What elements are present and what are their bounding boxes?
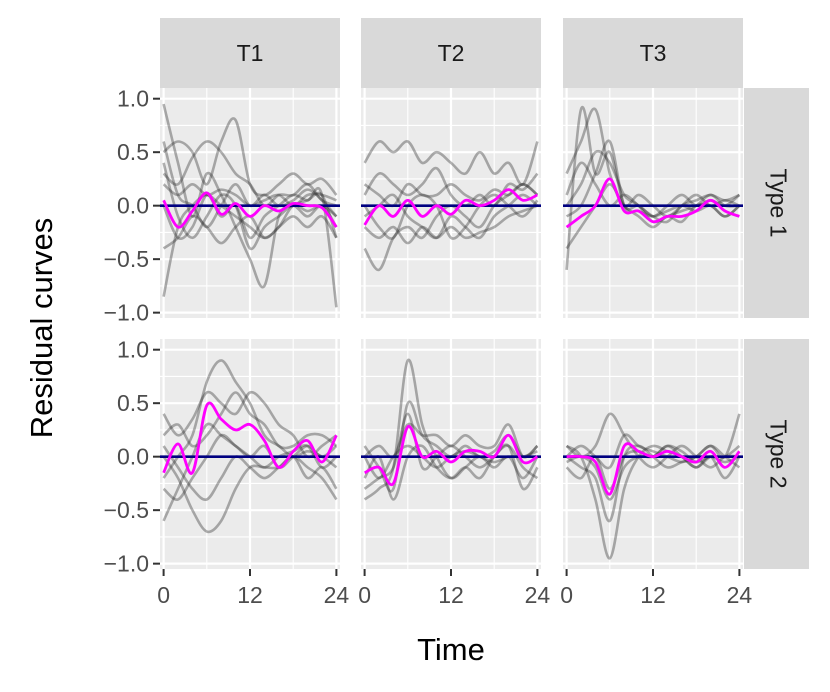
strip-type-1: Type 1: [744, 88, 809, 318]
panel-type-1-t3: [563, 88, 743, 318]
residual-curve: [363, 166, 539, 208]
residual-curve: [363, 140, 539, 186]
y-tick-label: 0.5: [117, 390, 149, 416]
x-tick-label: 24: [727, 582, 753, 608]
y-tick-label: 1.0: [117, 86, 149, 112]
y-tick-label: 1.0: [117, 337, 149, 363]
y-axis-title: Residual curves: [24, 218, 59, 439]
mean-curve: [162, 191, 338, 229]
strip-t3: T3: [563, 18, 743, 88]
x-tick-label: 0: [560, 582, 573, 608]
x-tick-label: 12: [438, 582, 464, 608]
residual-curve: [363, 412, 539, 491]
residual-curve: [162, 103, 338, 289]
series-lines: [361, 358, 541, 501]
mean-curve: [566, 442, 741, 496]
residual-curve: [162, 140, 337, 208]
strip-background: [160, 18, 340, 88]
residual-curve: [162, 162, 338, 251]
x-tick-label: 24: [525, 582, 551, 608]
strip-label: T3: [640, 40, 667, 66]
residual-curve: [162, 445, 338, 502]
residual-curve: [565, 161, 740, 224]
series-lines: [563, 105, 743, 270]
strip-label: T1: [237, 40, 264, 66]
residual-curve: [162, 455, 338, 534]
y-tick-label: 0.5: [117, 139, 149, 165]
strip-label: T2: [438, 40, 465, 66]
series-lines: [160, 103, 340, 308]
residual-curve: [162, 359, 338, 479]
residual-curve: [363, 204, 538, 245]
strip-label: Type 1: [765, 168, 791, 237]
strip-label: Type 2: [765, 419, 791, 488]
axes: −1.0 −0.5 0.0 0.5 1.0 −1.0 −0.5 0.0 0.5 1.0 0 12 24 0…: [104, 86, 753, 608]
residual-curve: [162, 186, 338, 308]
x-tick-label: 0: [358, 582, 371, 608]
x-tick-label: 12: [640, 582, 666, 608]
facet-strips: T1 T2 T3 Type 1 Type 2: [160, 18, 809, 569]
strip-background: [361, 18, 541, 88]
residual-curve: [162, 391, 338, 450]
mean-curve: [565, 177, 740, 229]
panel-type-2-t2: [361, 339, 541, 569]
strip-t2: T2: [361, 18, 541, 88]
facet-panels: [160, 88, 743, 569]
strip-background: [744, 88, 809, 318]
strip-t1: T1: [160, 18, 340, 88]
series-lines: [361, 140, 541, 272]
mean-curve: [363, 188, 538, 226]
y-tick-label: −1.0: [104, 551, 149, 577]
strip-type-2: Type 2: [744, 339, 809, 569]
residual-curve: [565, 412, 740, 469]
x-tick-label: 0: [157, 582, 170, 608]
panel-type-2-t1: [160, 339, 340, 569]
panel-type-1-t2: [361, 88, 541, 318]
x-tick-label: 24: [324, 582, 350, 608]
residual-curve: [363, 444, 539, 501]
mean-curve: [162, 401, 338, 475]
y-tick-label: −0.5: [104, 497, 149, 523]
mean-curve: [363, 425, 539, 487]
x-tick-label: 12: [237, 582, 263, 608]
y-tick-label: −1.0: [104, 300, 149, 326]
series-lines: [160, 359, 340, 534]
residual-curve: [162, 117, 338, 197]
panel-type-2-t3: [563, 339, 743, 569]
panel-type-1-t1: [160, 88, 340, 318]
strip-background: [744, 339, 809, 569]
strip-background: [563, 18, 743, 88]
y-tick-label: −0.5: [104, 246, 149, 272]
x-axis-title: Time: [417, 632, 485, 667]
y-tick-label: 0.0: [117, 444, 149, 470]
y-tick-label: 0.0: [117, 193, 149, 219]
series-lines: [563, 412, 743, 560]
